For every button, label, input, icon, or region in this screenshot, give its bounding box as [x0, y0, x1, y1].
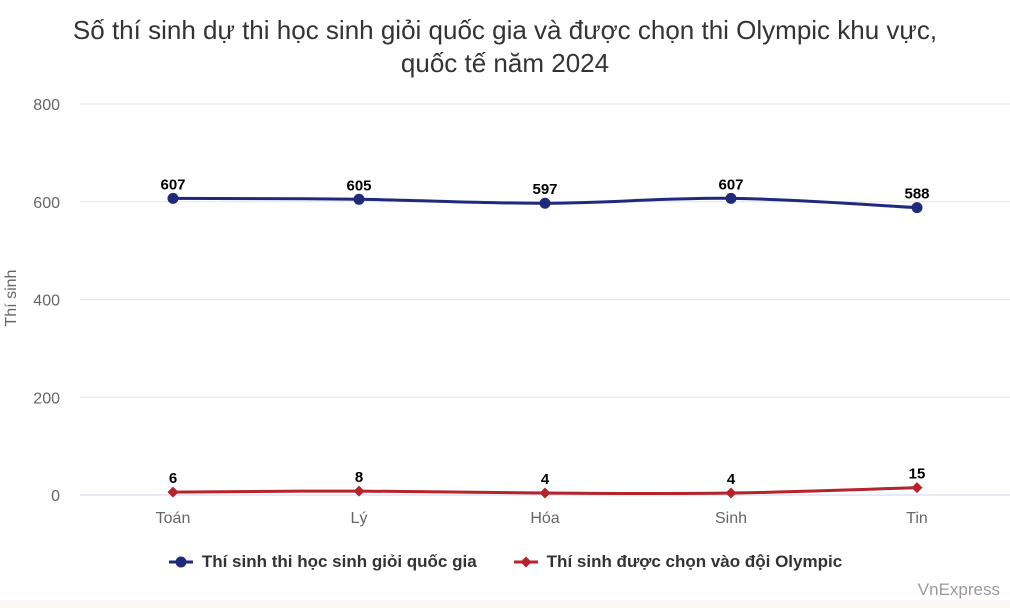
y-tick-label: 600 — [33, 195, 60, 212]
data-point — [353, 193, 365, 205]
legend-item-1[interactable]: Thí sinh thi học sinh giỏi quốc gia — [168, 552, 477, 572]
data-label: 4 — [727, 471, 736, 488]
data-label: 607 — [160, 176, 185, 193]
x-tick-label: Hóa — [530, 510, 559, 527]
source-credit: VnExpress — [917, 580, 1000, 599]
footer-strip — [0, 600, 1010, 608]
data-label: 4 — [541, 471, 550, 488]
x-tick-label: Lý — [351, 510, 368, 527]
data-point — [167, 192, 179, 204]
chart-title-block: Số thí sinh dự thi học sinh giỏi quốc gi… — [0, 14, 1010, 80]
legend-symbol-icon — [168, 556, 193, 568]
x-tick-label: Tin — [906, 510, 928, 527]
data-label: 607 — [718, 176, 743, 193]
legend-item-2[interactable]: Thí sinh được chọn vào đội Olympic — [513, 552, 842, 572]
data-label: 6 — [169, 470, 177, 487]
y-tick-label: 200 — [33, 390, 60, 407]
data-label: 8 — [355, 469, 363, 486]
x-tick-label: Toán — [156, 510, 191, 527]
legend-label: Thí sinh được chọn vào đội Olympic — [546, 552, 843, 571]
y-tick-label: 0 — [51, 488, 60, 505]
data-point — [725, 487, 737, 499]
data-point — [167, 486, 179, 498]
data-point — [911, 202, 923, 214]
data-label: 588 — [904, 186, 929, 203]
legend-label: Thí sinh thi học sinh giỏi quốc gia — [201, 552, 477, 571]
chart-title: Số thí sinh dự thi học sinh giỏi quốc gi… — [72, 15, 938, 45]
y-tick-label: 400 — [33, 293, 60, 310]
data-label: 597 — [532, 181, 557, 198]
legend: Thí sinh thi học sinh giỏi quốc gia Thí s… — [0, 552, 1010, 572]
chart-subtitle: quốc tế năm 2024 — [400, 48, 610, 78]
y-tick-label: 800 — [33, 97, 60, 114]
data-point — [353, 485, 365, 497]
data-label: 15 — [909, 466, 926, 483]
data-point — [539, 197, 551, 209]
data-point — [725, 192, 737, 204]
legend-symbol-icon — [513, 556, 538, 568]
x-tick-label: Sinh — [715, 510, 747, 527]
data-point — [911, 482, 923, 494]
data-label: 605 — [346, 177, 371, 194]
data-point — [539, 487, 551, 499]
